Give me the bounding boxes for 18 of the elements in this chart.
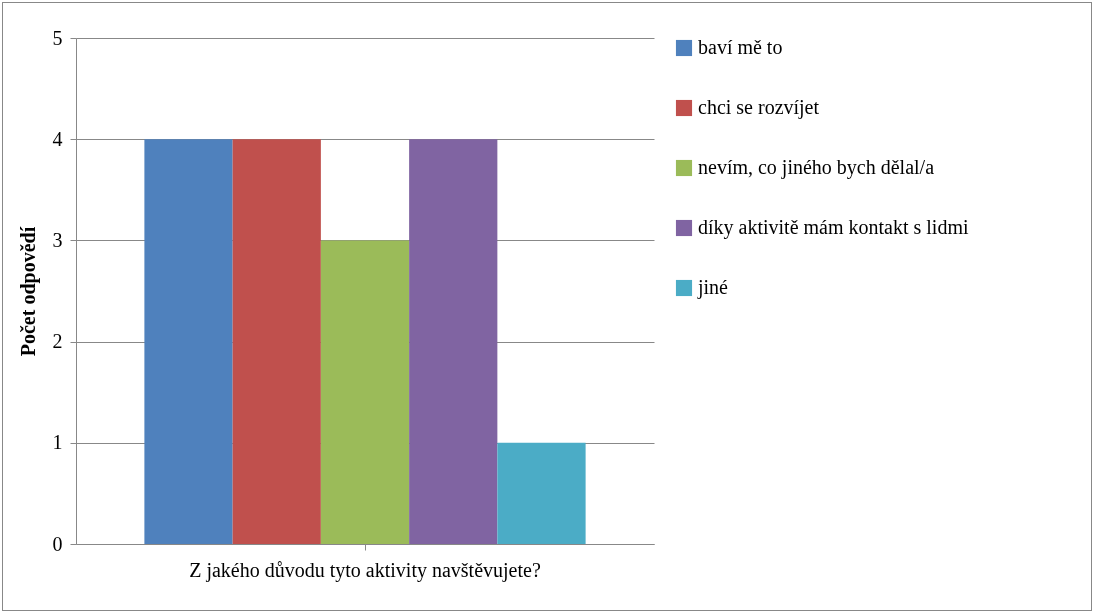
y-axis-title: Počet odpovědí <box>16 226 40 357</box>
y-tick-label: 3 <box>52 228 63 251</box>
legend-label: chci se rozvíjet <box>698 96 820 119</box>
legend-label: jiné <box>697 276 729 299</box>
bar <box>320 240 410 544</box>
bar <box>497 442 586 544</box>
y-tick-label: 1 <box>52 431 63 454</box>
bar <box>409 139 498 544</box>
y-tick-label: 5 <box>52 26 63 49</box>
y-tick-label: 4 <box>52 127 63 150</box>
bar <box>144 139 233 544</box>
legend-label: nevím, co jiného bych dělal/a <box>698 156 935 179</box>
bar <box>232 139 321 544</box>
legend-label: díky aktivitě mám kontakt s lidmi <box>698 216 969 239</box>
y-tick-label: 2 <box>52 330 63 353</box>
x-tick-label: Z jakého důvodu tyto aktivity navštěvujete? <box>189 558 541 582</box>
legend-label: baví mě to <box>698 36 783 58</box>
y-tick-label: 0 <box>52 532 63 555</box>
